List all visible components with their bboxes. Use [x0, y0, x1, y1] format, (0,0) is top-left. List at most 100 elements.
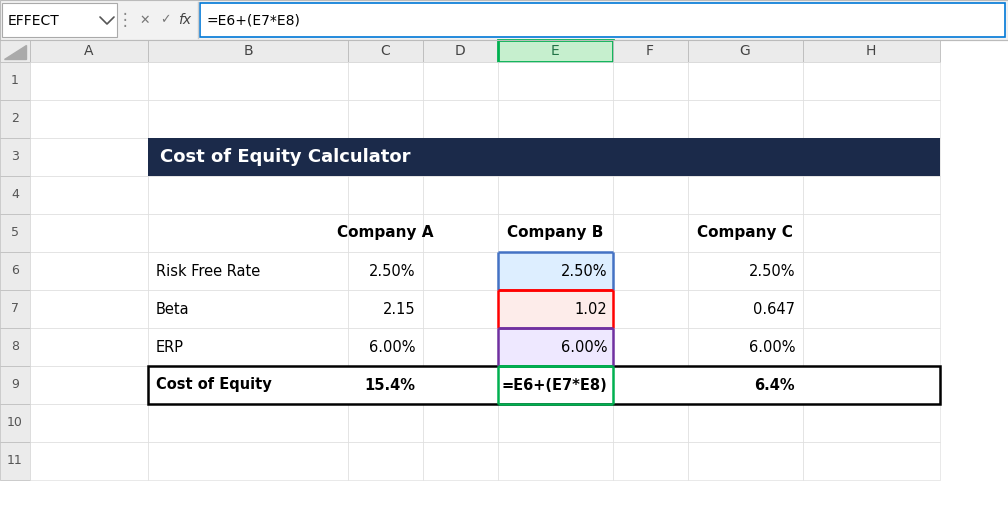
- Bar: [148, 100, 348, 138]
- Bar: [498, 62, 613, 100]
- Text: 8: 8: [11, 340, 19, 353]
- Bar: [0, 176, 30, 214]
- Bar: [2, 3, 117, 37]
- Text: Beta: Beta: [156, 302, 190, 316]
- Bar: [688, 40, 803, 62]
- Bar: [803, 328, 940, 366]
- Bar: [348, 62, 423, 100]
- Bar: [423, 252, 498, 290]
- Bar: [0, 214, 30, 252]
- Text: 10: 10: [7, 416, 23, 430]
- Bar: [423, 214, 498, 252]
- Bar: [613, 100, 688, 138]
- Bar: [30, 252, 148, 290]
- Bar: [803, 176, 940, 214]
- Bar: [30, 62, 148, 100]
- Bar: [423, 138, 498, 176]
- Bar: [148, 442, 348, 480]
- Bar: [803, 366, 940, 404]
- Text: 7: 7: [11, 303, 19, 315]
- Text: 3: 3: [11, 151, 19, 163]
- Bar: [148, 252, 348, 290]
- Text: D: D: [455, 44, 466, 58]
- Bar: [498, 290, 613, 328]
- Bar: [613, 328, 688, 366]
- Text: 2.50%: 2.50%: [749, 264, 795, 279]
- Bar: [423, 328, 498, 366]
- Bar: [348, 138, 423, 176]
- Text: 5: 5: [11, 226, 19, 240]
- Text: 6: 6: [11, 265, 19, 278]
- Text: 2.15: 2.15: [382, 302, 415, 316]
- Bar: [148, 138, 940, 176]
- Bar: [148, 62, 348, 100]
- Bar: [30, 404, 148, 442]
- Text: 9: 9: [11, 378, 19, 392]
- Bar: [498, 176, 613, 214]
- Bar: [423, 366, 498, 404]
- Bar: [498, 328, 613, 366]
- Bar: [688, 366, 803, 404]
- Text: Company A: Company A: [337, 225, 433, 241]
- Bar: [348, 442, 423, 480]
- Bar: [498, 252, 613, 290]
- Bar: [688, 252, 803, 290]
- Bar: [348, 366, 423, 404]
- Bar: [688, 328, 803, 366]
- Bar: [30, 366, 148, 404]
- Bar: [688, 290, 803, 328]
- Text: Company C: Company C: [698, 225, 793, 241]
- Bar: [30, 290, 148, 328]
- Bar: [613, 214, 688, 252]
- Bar: [30, 40, 148, 62]
- Bar: [498, 442, 613, 480]
- Bar: [613, 138, 688, 176]
- Text: ERP: ERP: [156, 339, 184, 354]
- Bar: [498, 366, 613, 404]
- Bar: [0, 100, 30, 138]
- Text: C: C: [380, 44, 390, 58]
- Bar: [0, 0, 1008, 40]
- Text: ✕: ✕: [140, 13, 150, 27]
- Text: B: B: [243, 44, 253, 58]
- Bar: [0, 40, 30, 62]
- Bar: [688, 214, 803, 252]
- Text: 4: 4: [11, 188, 19, 202]
- Bar: [498, 252, 613, 290]
- Bar: [613, 290, 688, 328]
- Bar: [348, 100, 423, 138]
- Text: =E6+(E7*E8): =E6+(E7*E8): [206, 14, 299, 28]
- Bar: [200, 3, 1005, 37]
- Bar: [423, 290, 498, 328]
- Text: =E6+(E7*E8): =E6+(E7*E8): [501, 377, 607, 393]
- Bar: [0, 252, 30, 290]
- Bar: [498, 40, 613, 62]
- Bar: [498, 290, 613, 328]
- Bar: [30, 138, 148, 176]
- Text: 6.00%: 6.00%: [560, 339, 607, 354]
- Bar: [30, 214, 148, 252]
- Bar: [0, 442, 30, 480]
- Bar: [613, 62, 688, 100]
- Bar: [30, 176, 148, 214]
- Text: 6.00%: 6.00%: [369, 339, 415, 354]
- Text: 15.4%: 15.4%: [364, 377, 415, 393]
- Bar: [148, 366, 348, 404]
- Bar: [0, 366, 30, 404]
- Bar: [30, 328, 148, 366]
- Bar: [0, 138, 30, 176]
- Text: G: G: [740, 44, 750, 58]
- Bar: [30, 442, 148, 480]
- Bar: [613, 366, 688, 404]
- Text: ✓: ✓: [159, 13, 170, 27]
- Bar: [148, 328, 348, 366]
- Bar: [688, 62, 803, 100]
- Bar: [423, 100, 498, 138]
- Bar: [148, 40, 348, 62]
- Bar: [0, 62, 30, 100]
- Bar: [348, 252, 423, 290]
- Text: 0.647: 0.647: [753, 302, 795, 316]
- Text: 6.00%: 6.00%: [749, 339, 795, 354]
- Text: 1: 1: [11, 75, 19, 88]
- Bar: [423, 40, 498, 62]
